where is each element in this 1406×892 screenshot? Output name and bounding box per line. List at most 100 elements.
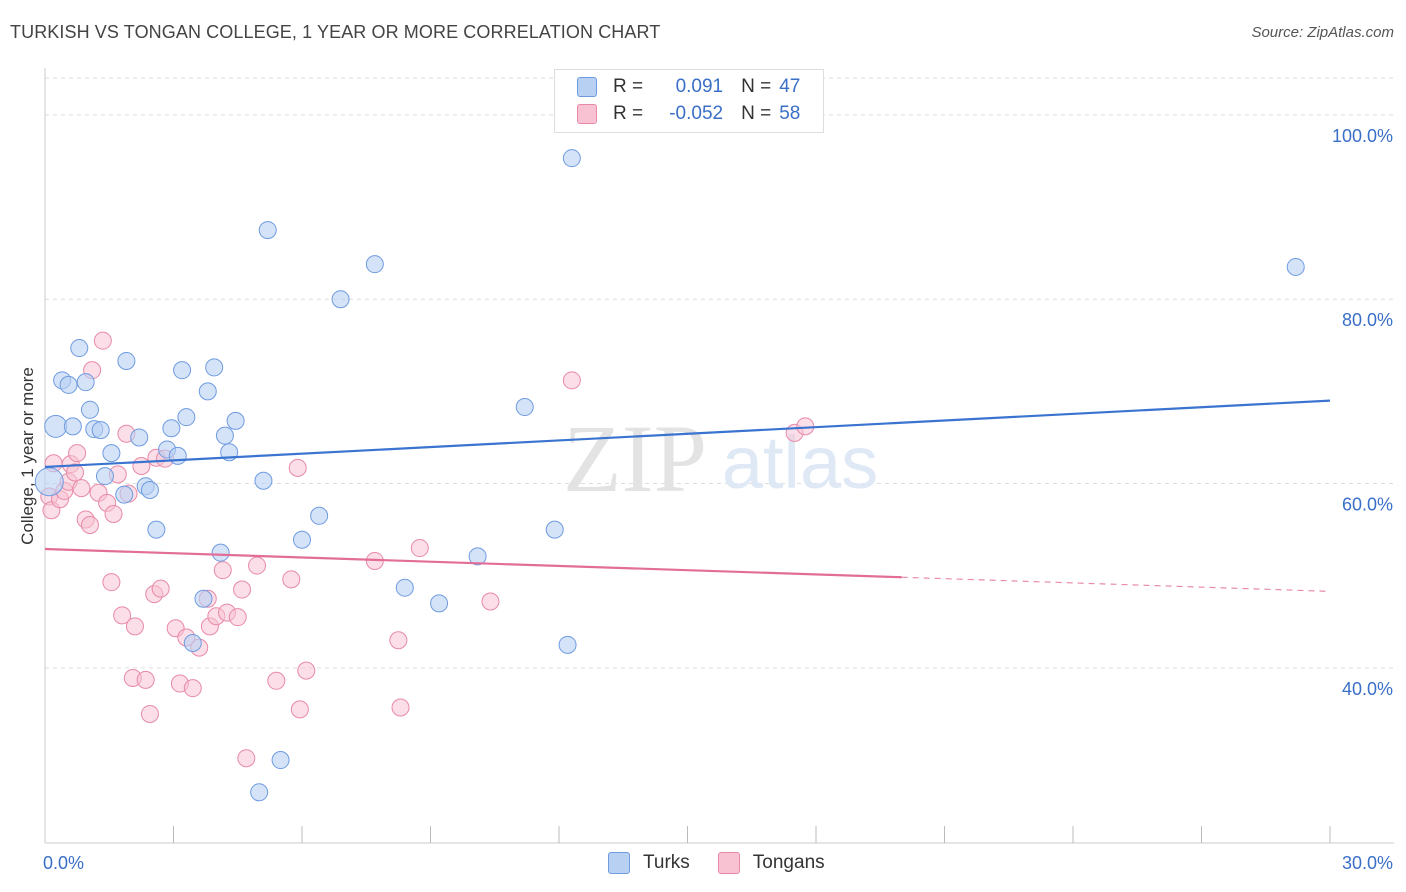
- tongans-point: [65, 463, 84, 482]
- turks-legend-label: Turks: [643, 852, 690, 873]
- tongans-point: [233, 580, 252, 599]
- turks-point: [211, 543, 230, 562]
- turks-point: [76, 373, 95, 392]
- trendlines: [44, 399, 1331, 592]
- tongans-point: [267, 671, 286, 690]
- legend-row-turks: R = 0.091 N = 47: [577, 76, 800, 98]
- tongans-point: [72, 479, 91, 498]
- tongans-point: [125, 617, 144, 636]
- turks-point: [63, 417, 82, 436]
- turks-point: [162, 419, 181, 438]
- turks-point: [468, 547, 487, 566]
- turks-legend-swatch: [608, 852, 630, 874]
- tongans-point: [391, 698, 410, 717]
- legend-item-turks: Turks: [608, 852, 690, 874]
- tongans-point: [389, 631, 408, 650]
- turks-point: [250, 783, 269, 802]
- turks-point: [140, 480, 159, 499]
- turks-point: [59, 375, 78, 394]
- legend-item-tongans: Tongans: [717, 852, 825, 874]
- tongans-r-label: R =: [613, 103, 644, 124]
- tongans-point: [151, 579, 170, 598]
- tongans-point: [68, 444, 87, 463]
- turks-point: [70, 339, 89, 358]
- x-tick-label: 30.0%: [1342, 853, 1393, 873]
- source-credit: Source: ZipAtlas.com: [1251, 24, 1394, 41]
- correlation-legend: R = 0.091 N = 47 R = -0.052 N = 58: [554, 69, 824, 133]
- tongans-point: [297, 661, 316, 680]
- turks-point: [254, 471, 273, 490]
- turks-point: [115, 485, 134, 504]
- tongans-point: [80, 516, 99, 535]
- tongans-point: [228, 608, 247, 627]
- turks-point: [215, 426, 234, 445]
- turks-point: [430, 594, 449, 613]
- tongans-r-value: -0.052: [669, 103, 724, 124]
- tongans-trendline-extension: [901, 576, 1331, 592]
- turks-point: [395, 578, 414, 597]
- tongans-point: [104, 504, 123, 523]
- axes: [44, 68, 1394, 844]
- turks-point: [95, 467, 114, 486]
- tongans-point: [213, 561, 232, 580]
- turks-point: [177, 408, 196, 427]
- turks-point: [558, 635, 577, 654]
- turks-point: [365, 255, 384, 274]
- tongans-point: [410, 539, 429, 558]
- tongans-point: [248, 556, 267, 575]
- turks-point: [1286, 257, 1305, 276]
- tongans-point: [136, 670, 155, 689]
- series-tongans-points: [40, 331, 815, 768]
- turks-point: [293, 530, 311, 549]
- tongans-point: [93, 331, 112, 350]
- gridlines: [45, 77, 1394, 669]
- turks-point: [130, 428, 149, 447]
- tongans-swatch: [577, 104, 597, 124]
- turks-point: [562, 149, 581, 168]
- y-tick-label: 60.0%: [1342, 495, 1393, 515]
- tongans-point: [113, 606, 132, 625]
- watermark-zip: ZIP: [563, 405, 707, 512]
- y-tick-label: 80.0%: [1342, 310, 1393, 330]
- tongans-point: [140, 704, 159, 723]
- turks-r-label: R =: [613, 76, 644, 97]
- turks-point: [173, 361, 192, 380]
- chart-title: TURKISH VS TONGAN COLLEGE, 1 YEAR OR MOR…: [10, 22, 661, 42]
- turks-point: [34, 467, 64, 497]
- series-turks-points: [34, 149, 1305, 802]
- y-tick-label: 100.0%: [1332, 126, 1393, 146]
- y-tick-label: 40.0%: [1342, 679, 1393, 699]
- tongans-point: [183, 679, 202, 698]
- turks-point: [226, 411, 245, 430]
- tongans-point: [237, 749, 256, 768]
- tongans-point: [562, 371, 581, 390]
- turks-point: [168, 446, 187, 465]
- turks-point: [271, 751, 290, 770]
- tongans-n-value: 58: [779, 103, 801, 124]
- series-legend: Turks Tongans: [608, 852, 853, 874]
- turks-r-value: 0.091: [675, 76, 724, 97]
- watermark: ZIP atlas: [563, 405, 878, 512]
- tongans-n-label: N =: [741, 103, 772, 124]
- tongans-point: [290, 700, 309, 719]
- turks-point: [331, 290, 350, 309]
- tongans-point: [282, 570, 301, 589]
- turks-point: [44, 414, 68, 438]
- turks-point: [102, 444, 121, 463]
- turks-point: [258, 221, 277, 240]
- tongans-legend-swatch: [717, 852, 740, 874]
- tongans-point: [102, 573, 121, 592]
- turks-point: [183, 633, 202, 652]
- turks-point: [198, 382, 217, 401]
- turks-point: [515, 398, 534, 417]
- turks-point: [194, 589, 213, 608]
- tongans-trendline: [44, 547, 902, 579]
- turks-point: [545, 520, 564, 539]
- turks-point: [147, 520, 166, 539]
- turks-point: [91, 421, 110, 440]
- turks-point: [310, 506, 329, 525]
- turks-point: [205, 358, 224, 377]
- tongans-legend-label: Tongans: [752, 852, 825, 873]
- legend-row-tongans: R = -0.052 N = 58: [577, 103, 801, 125]
